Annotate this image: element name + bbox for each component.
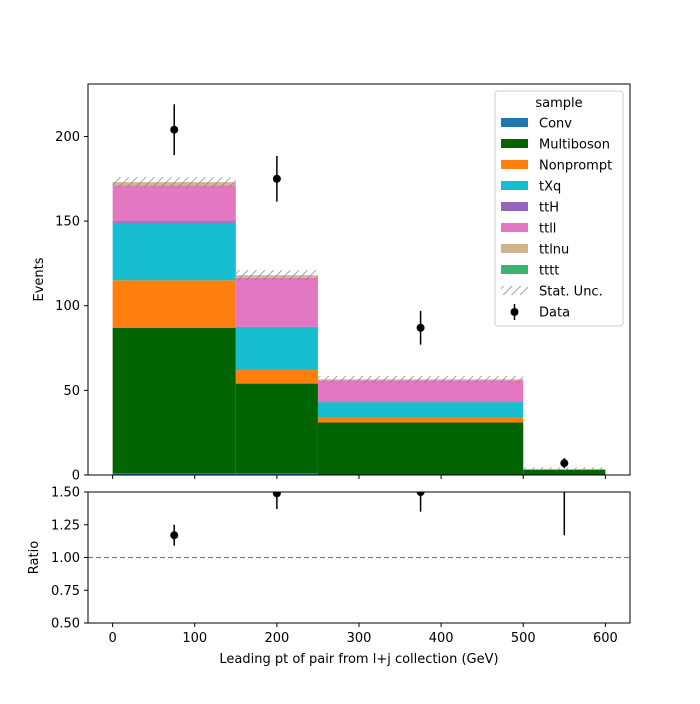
bar-conv-bin-1 — [235, 473, 318, 475]
bar-multiboson-bin-2 — [317, 422, 524, 475]
legend-swatch-txq — [501, 181, 528, 190]
legend-title: sample — [535, 96, 582, 111]
bar-nonprompt-bin-1 — [235, 370, 318, 384]
main-ytick-label-50: 50 — [63, 384, 80, 399]
legend-label-conv: Conv — [539, 117, 572, 132]
legend-label-stat-unc: Stat. Unc. — [539, 285, 603, 300]
bar-txq-bin-2 — [317, 402, 524, 418]
main-ytick-label-150: 150 — [55, 215, 80, 230]
bar-nonprompt-bin-0 — [112, 280, 236, 328]
legend-label-ttlnu: ttlnu — [539, 243, 569, 258]
legend-label-nonprompt: Nonprompt — [539, 159, 612, 174]
legend-swatch-conv — [501, 118, 528, 127]
data-point-0 — [170, 125, 179, 134]
ratio-ytick-label-1.50: 1.50 — [51, 486, 80, 501]
data-point-3 — [560, 459, 569, 468]
ratio-ytick-label-0.75: 0.75 — [51, 584, 80, 599]
ratio-xlabel: Leading pt of pair from l+j collection (… — [219, 652, 498, 667]
legend-swatch-nonprompt — [501, 160, 528, 169]
ratio-xtick-label-200: 200 — [264, 631, 289, 646]
ratio-xtick-label-100: 100 — [182, 631, 207, 646]
legend-label-txq: tXq — [539, 180, 561, 195]
legend-swatch-multiboson — [501, 139, 528, 148]
bar-tth-bin-2 — [317, 401, 524, 403]
ratio-point-0 — [170, 531, 179, 540]
legend-label-ttll: ttll — [539, 222, 556, 237]
bar-conv-bin-0 — [112, 473, 236, 475]
legend-label-multiboson: Multiboson — [539, 138, 610, 153]
data-point-1 — [272, 174, 281, 183]
bar-nonprompt-bin-2 — [317, 417, 524, 423]
main-ytick-label-0: 0 — [72, 469, 80, 484]
ratio-point-3 — [560, 429, 568, 437]
ratio-point-1 — [272, 492, 281, 498]
main-ytick-label-100: 100 — [55, 299, 80, 314]
legend-label-data: Data — [539, 306, 570, 321]
legend-swatch-ttlnu — [501, 244, 528, 253]
main-ytick-label-200: 200 — [55, 130, 80, 145]
bar-txq-bin-0 — [112, 222, 236, 281]
bar-multiboson-bin-1 — [235, 383, 318, 474]
stat-unc-band-bin-2 — [317, 375, 524, 383]
legend-swatch-stat-unc — [501, 286, 528, 295]
main-ylabel: Events — [32, 257, 47, 301]
bar-ttll-bin-1 — [235, 277, 318, 327]
legend-swatch-tttt — [501, 265, 528, 274]
ratio-xtick-label-0: 0 — [108, 631, 116, 646]
bar-multiboson-bin-0 — [112, 327, 236, 474]
legend-label-tttt: tttt — [539, 264, 559, 279]
ratio-xtick-label-500: 500 — [511, 631, 536, 646]
ratio-ylabel: Ratio — [27, 541, 42, 574]
data-point-2 — [416, 323, 425, 332]
bar-txq-bin-1 — [235, 327, 318, 371]
stat-unc-band-bin-0 — [112, 177, 236, 188]
legend-swatch-ttll — [501, 223, 528, 232]
ratio-ytick-label-0.50: 0.50 — [51, 617, 80, 632]
bar-ttll-bin-0 — [112, 185, 236, 222]
legend-label-tth: ttH — [539, 201, 559, 216]
ratio-points — [170, 429, 568, 546]
ratio-xtick-label-300: 300 — [347, 631, 372, 646]
main-panel: 0 50 100 150 200 Events — [32, 83, 631, 484]
stat-unc-band-bin-1 — [235, 270, 318, 281]
ratio-ytick-label-1.25: 1.25 — [51, 518, 80, 533]
bar-tth-bin-0 — [112, 221, 236, 223]
legend: sample Conv Multiboson Nonprompt tXq ttH ttll t… — [494, 90, 624, 327]
bar-ttll-bin-2 — [317, 380, 524, 402]
ratio-panel: 0.50 0.75 1.00 1.25 1.50 0 100 200 300 400 500 600 L… — [27, 429, 631, 667]
ratio-xtick-label-600: 600 — [593, 631, 618, 646]
ratio-xtick-label-400: 400 — [429, 631, 454, 646]
bar-multiboson-bin-3 — [523, 469, 606, 475]
stat-unc-band-bin-3 — [523, 467, 606, 471]
legend-data-marker — [510, 308, 519, 316]
legend-swatch-tth — [501, 202, 528, 211]
ratio-point-2 — [416, 492, 425, 496]
ratio-ytick-label-1.00: 1.00 — [51, 551, 80, 566]
bar-tth-bin-1 — [235, 326, 318, 328]
